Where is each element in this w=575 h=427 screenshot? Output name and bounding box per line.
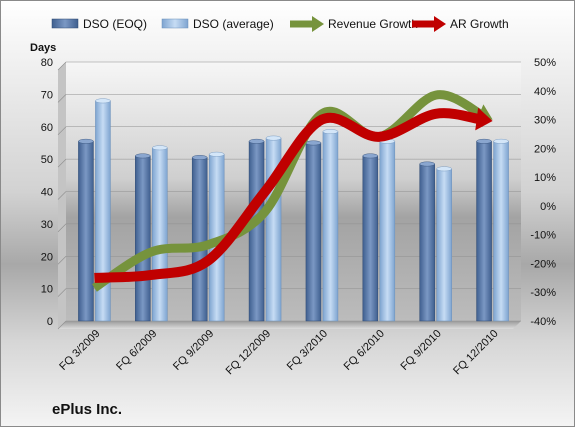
legend: DSO (EOQ) DSO (average) Revenue Growth AR G… <box>51 16 509 32</box>
legend-item: DSO (EOQ) <box>51 17 147 31</box>
y-tick-label: 40 <box>41 187 53 199</box>
gridline-side <box>57 126 67 135</box>
y2-tick-label: 10% <box>534 172 556 184</box>
gridline-side <box>57 320 67 330</box>
y-axis-label: Days <box>30 42 56 54</box>
bar-top <box>419 161 435 167</box>
growth-lines <box>91 90 493 292</box>
y-tick-label: 50 <box>41 154 53 166</box>
bar <box>493 138 509 322</box>
bar-top <box>78 138 94 144</box>
gridline-side <box>57 191 67 200</box>
bar <box>436 166 452 322</box>
legend-label: Revenue Growth <box>328 17 418 31</box>
y2-axis-ticks: -40% -30% -20% -10% 0% 10% 20% 30% 40% 50% <box>530 57 556 328</box>
y2-tick-label: 50% <box>534 57 556 69</box>
bar-body <box>305 142 322 322</box>
gridline-side <box>57 61 67 71</box>
bar-top <box>95 98 111 104</box>
y2-tick-label: 20% <box>534 143 556 155</box>
bar-top <box>208 151 225 157</box>
y2-tick-label: 30% <box>534 115 556 127</box>
bar-top <box>493 138 509 144</box>
legend-arrowhead <box>312 16 324 32</box>
bar-top <box>305 140 322 146</box>
bar-top <box>362 153 379 159</box>
bar <box>95 98 111 322</box>
legend-item: Revenue Growth <box>290 16 418 32</box>
gridline-side <box>57 288 67 297</box>
bar-top <box>135 153 151 159</box>
y2-tick-label: 40% <box>534 86 556 98</box>
gridline-side <box>57 158 67 168</box>
y2-tick-label: -10% <box>530 230 556 242</box>
bar <box>476 138 492 322</box>
bar <box>419 161 435 322</box>
legend-item: DSO (average) <box>161 17 274 31</box>
bar-body <box>191 157 208 322</box>
bar <box>248 138 265 322</box>
bar-top <box>191 155 208 160</box>
bars <box>78 98 509 322</box>
legend-label: AR Growth <box>450 17 509 31</box>
y2-tick-label: -40% <box>530 316 556 328</box>
ar-growth-arrowhead <box>475 107 493 131</box>
bar <box>322 129 339 322</box>
bar-body <box>135 155 151 322</box>
bar-body <box>322 131 339 322</box>
bar <box>135 153 151 322</box>
y2-tick-label: -30% <box>530 287 556 299</box>
y-tick-label: 20 <box>41 251 53 263</box>
y-tick-label: 30 <box>41 219 53 231</box>
legend-swatch <box>161 18 189 29</box>
bar-top <box>248 138 265 144</box>
y-axis-ticks: 0 10 20 30 40 50 60 70 80 <box>41 57 53 328</box>
bar-top <box>476 138 492 144</box>
y-tick-label: 70 <box>41 89 53 101</box>
legend-label: DSO (average) <box>193 17 274 31</box>
bar-top <box>322 129 339 135</box>
y-tick-label: 60 <box>41 122 53 134</box>
y2-tick-label: -20% <box>530 258 556 270</box>
bar-top <box>152 145 168 151</box>
bar-body <box>493 141 509 322</box>
legend-label: DSO (EOQ) <box>83 17 147 31</box>
plot-floor <box>58 321 521 329</box>
y-tick-label: 10 <box>41 284 53 296</box>
bar <box>152 145 168 322</box>
gridline-side <box>57 94 67 103</box>
bar-body <box>362 155 379 322</box>
gridline-side <box>57 223 67 233</box>
bar-body <box>476 141 492 322</box>
bar-body <box>248 141 265 322</box>
bar-body <box>152 147 168 322</box>
y-tick-label: 80 <box>41 57 53 69</box>
bar <box>191 155 208 322</box>
company-label: ePlus Inc. <box>52 401 122 418</box>
bar-body <box>379 141 396 322</box>
y2-tick-label: 0% <box>540 201 556 213</box>
y-tick-label: 0 <box>47 316 53 328</box>
bar-body <box>78 141 94 322</box>
bar <box>379 138 396 322</box>
bar <box>78 138 94 322</box>
bar <box>362 153 379 322</box>
bar <box>305 140 322 322</box>
bar-top <box>436 166 452 172</box>
bar-body <box>419 163 435 322</box>
gridline-side <box>57 256 67 265</box>
legend-swatch <box>51 18 79 29</box>
bar-top <box>265 135 282 141</box>
ar-growth-line <box>94 108 482 283</box>
legend-arrowhead <box>434 16 446 32</box>
legend-item: AR Growth <box>412 16 509 32</box>
bar-body <box>436 168 452 322</box>
